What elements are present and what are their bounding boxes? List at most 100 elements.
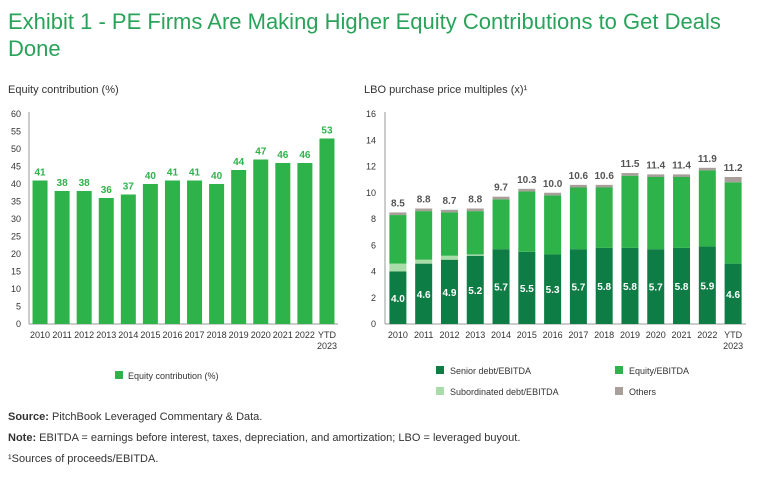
equity-bar-12	[297, 163, 313, 324]
lbo-x-label-11: 2021	[672, 330, 692, 340]
source-text: PitchBook Leveraged Commentary & Data.	[52, 411, 263, 423]
lbo-senior-value-label-9: 5.8	[623, 282, 637, 293]
equity-bar-6	[164, 180, 180, 324]
equity-value-label-11: 46	[277, 150, 289, 161]
lbo-senior-segment-8	[595, 247, 613, 324]
lbo-total-label-0: 8.5	[391, 198, 405, 209]
equity-bar-4	[120, 194, 136, 324]
lbo-senior-value-label-6: 5.3	[546, 285, 560, 296]
equity-value-label-4: 37	[123, 182, 135, 193]
lbo-x-label-4: 2014	[491, 330, 511, 340]
lbo-subordinated-segment-3	[466, 254, 484, 256]
lbo-total-label-13: 11.2	[724, 163, 743, 174]
lbo-others-segment-7	[569, 184, 587, 188]
equity-value-label-1: 38	[57, 178, 69, 189]
lbo-equity-segment-12	[698, 170, 716, 247]
equity-y-tick-1: 5	[16, 302, 21, 312]
equity-bar-9	[231, 170, 247, 324]
lbo-y-tick-3: 6	[371, 240, 376, 250]
lbo-legend-label-subordinated: Subordinated debt/EBITDA	[450, 387, 559, 397]
equity-bar-1	[54, 191, 70, 324]
lbo-x-label-7: 2017	[568, 330, 588, 340]
lbo-x-label-6: 2016	[543, 330, 563, 340]
lbo-senior-value-label-3: 5.2	[468, 286, 482, 297]
equity-value-label-6: 41	[167, 168, 179, 179]
equity-y-tick-8: 40	[11, 179, 21, 189]
lbo-equity-segment-9	[621, 175, 639, 248]
lbo-equity-segment-10	[647, 177, 665, 250]
lbo-total-label-9: 11.5	[621, 159, 640, 170]
lbo-y-tick-6: 12	[366, 162, 376, 172]
lbo-senior-value-label-0: 4.0	[391, 294, 405, 305]
page-title: Exhibit 1 - PE Firms Are Making Higher E…	[8, 9, 721, 61]
equity-x-label-13: YTD 2023	[317, 330, 337, 351]
equity-x-label-10: 2020	[251, 330, 271, 340]
lbo-senior-value-label-2: 4.9	[443, 288, 457, 299]
lbo-senior-segment-4	[492, 249, 510, 324]
lbo-x-label-1: 2011	[414, 330, 433, 340]
lbo-senior-value-label-7: 5.7	[571, 283, 585, 294]
equity-x-label-12: 2022	[295, 330, 315, 340]
lbo-senior-segment-7	[569, 249, 587, 324]
lbo-x-label-8: 2018	[594, 330, 614, 340]
lbo-x-label-5: 2015	[517, 330, 537, 340]
lbo-total-label-7: 10.6	[569, 171, 589, 182]
lbo-senior-value-label-13: 4.6	[726, 290, 740, 301]
lbo-x-label-10: 2020	[646, 330, 666, 340]
equity-y-tick-5: 25	[11, 232, 21, 242]
equity-x-label-7: 2017	[185, 330, 205, 340]
lbo-total-label-12: 11.9	[698, 154, 717, 165]
equity-bar-10	[253, 159, 269, 324]
equity-x-label-3: 2013	[96, 330, 116, 340]
equity-bar-11	[275, 163, 291, 324]
note-label: Note:	[8, 432, 37, 444]
lbo-senior-value-label-1: 4.6	[417, 290, 431, 301]
lbo-others-segment-9	[621, 173, 639, 176]
lbo-equity-segment-8	[595, 187, 613, 248]
lbo-x-label-9: 2019	[620, 330, 640, 340]
lbo-y-tick-1: 2	[371, 293, 376, 303]
equity-bar-3	[98, 198, 114, 324]
lbo-legend-swatch-others	[615, 387, 623, 395]
lbo-equity-segment-1	[415, 211, 433, 260]
lbo-chart-title: LBO purchase price multiples (x)¹	[364, 84, 528, 96]
equity-bar-0	[32, 180, 48, 324]
lbo-others-segment-1	[415, 208, 433, 212]
lbo-others-segment-11	[673, 174, 691, 177]
lbo-x-label-12: 2022	[697, 330, 717, 340]
lbo-subordinated-segment-2	[440, 255, 458, 260]
equity-y-tick-2: 10	[11, 284, 21, 294]
lbo-senior-segment-6	[544, 254, 562, 324]
lbo-others-segment-3	[466, 208, 484, 212]
equity-y-tick-9: 45	[11, 162, 21, 172]
equity-bar-7	[187, 180, 203, 324]
lbo-y-tick-0: 0	[371, 319, 376, 329]
lbo-senior-segment-11	[673, 247, 691, 324]
lbo-equity-segment-11	[673, 177, 691, 248]
lbo-senior-segment-9	[621, 247, 639, 324]
equity-value-label-9: 44	[233, 157, 245, 168]
note-text: EBITDA = earnings before interest, taxes…	[39, 432, 521, 444]
lbo-subordinated-segment-1	[415, 259, 433, 264]
equity-bar-2	[76, 191, 92, 324]
lbo-others-segment-4	[492, 196, 510, 200]
equity-y-tick-12: 60	[11, 109, 21, 119]
note-line: Note: EBITDA = earnings before interest,…	[8, 432, 520, 444]
equity-y-tick-4: 20	[11, 249, 21, 259]
equity-y-tick-7: 35	[11, 197, 21, 207]
equity-bar-5	[142, 184, 158, 324]
equity-x-label-1: 2011	[52, 330, 71, 340]
lbo-others-segment-12	[698, 167, 716, 171]
lbo-equity-segment-7	[569, 187, 587, 250]
footnote: ¹Sources of proceeds/EBITDA.	[8, 453, 159, 465]
lbo-total-label-1: 8.8	[417, 195, 431, 206]
lbo-y-tick-5: 10	[366, 188, 376, 198]
lbo-equity-segment-0	[389, 215, 407, 264]
lbo-senior-value-label-11: 5.8	[675, 282, 689, 293]
lbo-others-segment-13	[724, 177, 742, 183]
lbo-others-segment-0	[389, 212, 407, 216]
lbo-equity-segment-6	[544, 195, 562, 255]
equity-bar-8	[209, 184, 225, 324]
lbo-equity-segment-5	[518, 191, 536, 252]
